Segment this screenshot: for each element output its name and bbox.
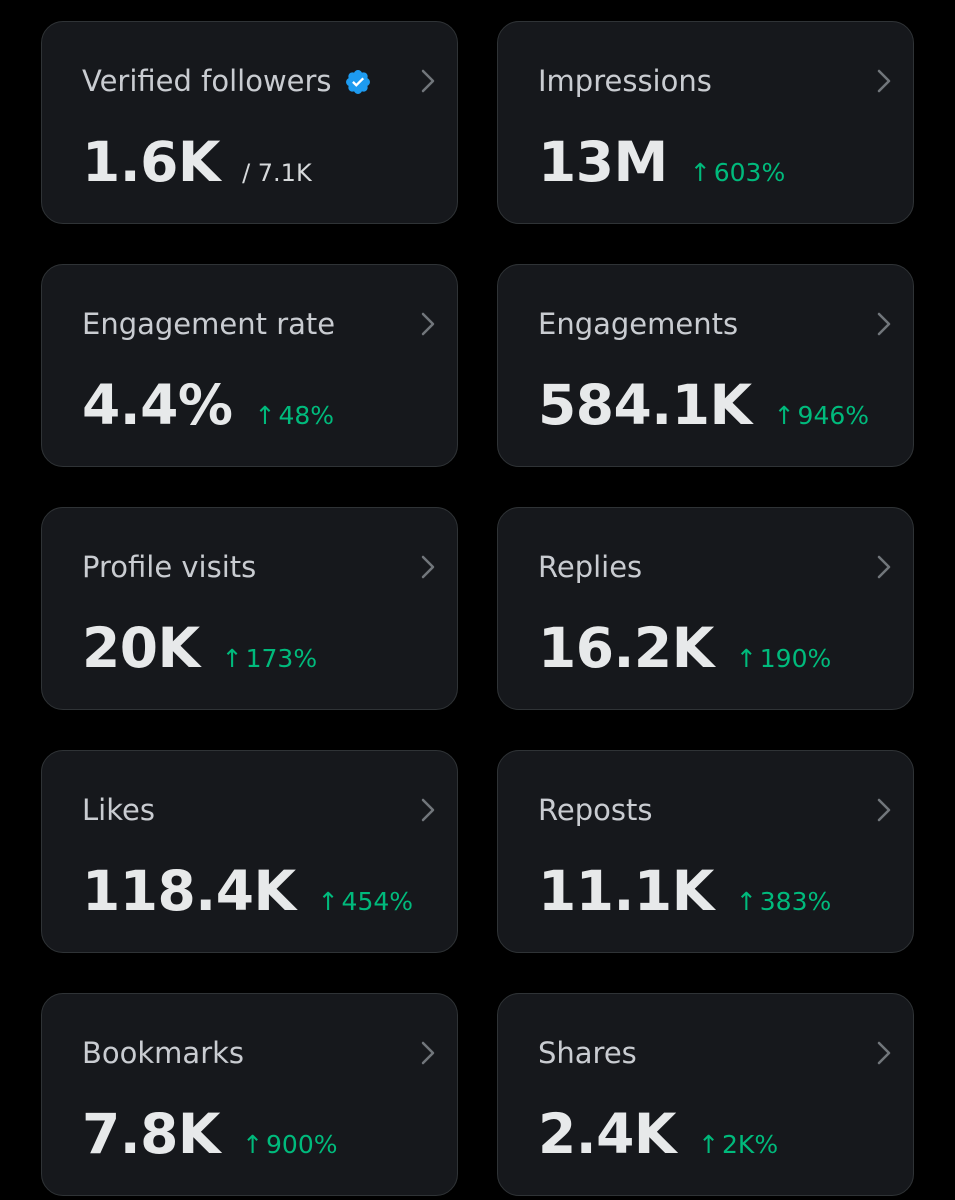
metric-value: 2.4K [538,1102,677,1166]
chevron-right-icon[interactable] [417,795,439,825]
chevron-right-icon[interactable] [873,795,895,825]
change-value: 603% [713,158,786,187]
arrow-up-icon: ↑ [735,644,757,673]
arrow-up-icon: ↑ [689,158,711,187]
card-impressions[interactable]: Impressions 13M ↑ 603% [497,21,914,224]
metric-value: 7.8K [82,1102,221,1166]
chevron-right-icon[interactable] [417,552,439,582]
change-value: 900% [266,1130,338,1159]
metric-change: ↑ 173% [222,644,317,673]
value-row: 584.1K ↑ 946% [538,373,869,437]
card-title-wrap: Verified followers [82,62,372,100]
arrow-up-icon: ↑ [242,1130,264,1159]
arrow-up-icon: ↑ [735,887,757,916]
arrow-up-icon: ↑ [773,401,795,430]
metric-change: ↑ 48% [255,401,335,430]
metric-change: ↑ 900% [242,1130,337,1159]
metric-value: 13M [538,130,668,194]
arrow-up-icon: ↑ [221,644,243,673]
change-value: 173% [245,644,318,673]
card-engagements[interactable]: Engagements 584.1K ↑ 946% [497,264,914,467]
chevron-right-icon[interactable] [873,1038,895,1068]
metric-change: ↑ 603% [690,158,785,187]
value-row: 20K ↑ 173% [82,616,317,680]
card-title: Likes [82,793,155,827]
change-value: 946% [797,401,870,430]
chevron-right-icon[interactable] [873,552,895,582]
metrics-grid: Verified followers 1.6K / 7.1K Impressio… [41,21,914,1196]
metric-change: ↑ 2K% [698,1130,778,1159]
card-title: Impressions [538,64,712,98]
chevron-right-icon[interactable] [873,309,895,339]
value-row: 4.4% ↑ 48% [82,373,334,437]
arrow-up-icon: ↑ [698,1130,720,1159]
metric-change: ↑ 190% [736,644,831,673]
card-title: Profile visits [82,550,257,584]
card-replies[interactable]: Replies 16.2K ↑ 190% [497,507,914,710]
metric-value: 4.4% [82,373,233,437]
metric-value: 16.2K [538,616,714,680]
card-title: Replies [538,550,643,584]
chevron-right-icon[interactable] [873,66,895,96]
card-reposts[interactable]: Reposts 11.1K ↑ 383% [497,750,914,953]
chevron-right-icon[interactable] [417,66,439,96]
metric-value: 11.1K [538,859,714,923]
verified-badge-icon [344,67,372,95]
metric-change: ↑ 454% [318,887,413,916]
chevron-right-icon[interactable] [417,1038,439,1068]
value-row: 118.4K ↑ 454% [82,859,413,923]
card-title: Engagement rate [82,307,336,341]
card-likes[interactable]: Likes 118.4K ↑ 454% [41,750,458,953]
card-verified-followers[interactable]: Verified followers 1.6K / 7.1K [41,21,458,224]
card-engagement-rate[interactable]: Engagement rate 4.4% ↑ 48% [41,264,458,467]
card-title: Bookmarks [82,1036,245,1070]
arrow-up-icon: ↑ [317,887,339,916]
metric-value: 584.1K [538,373,752,437]
metric-value: 1.6K [82,130,221,194]
metric-total: / 7.1K [242,159,312,187]
card-title: Shares [538,1036,637,1070]
card-shares[interactable]: Shares 2.4K ↑ 2K% [497,993,914,1196]
chevron-right-icon[interactable] [417,309,439,339]
metric-change: ↑ 946% [774,401,869,430]
value-row: 1.6K / 7.1K [82,130,312,194]
value-row: 11.1K ↑ 383% [538,859,831,923]
card-bookmarks[interactable]: Bookmarks 7.8K ↑ 900% [41,993,458,1196]
card-profile-visits[interactable]: Profile visits 20K ↑ 173% [41,507,458,710]
change-value: 190% [759,644,832,673]
metric-value: 20K [82,616,200,680]
metric-value: 118.4K [82,859,296,923]
change-value: 383% [759,887,832,916]
card-title: Verified followers [82,64,332,98]
value-row: 16.2K ↑ 190% [538,616,831,680]
metric-change: ↑ 383% [736,887,831,916]
arrow-up-icon: ↑ [254,401,276,430]
change-value: 454% [341,887,414,916]
value-row: 2.4K ↑ 2K% [538,1102,778,1166]
change-value: 48% [278,401,335,430]
value-row: 13M ↑ 603% [538,130,785,194]
card-title: Engagements [538,307,739,341]
value-row: 7.8K ↑ 900% [82,1102,338,1166]
card-title: Reposts [538,793,653,827]
change-value: 2K% [722,1130,779,1159]
